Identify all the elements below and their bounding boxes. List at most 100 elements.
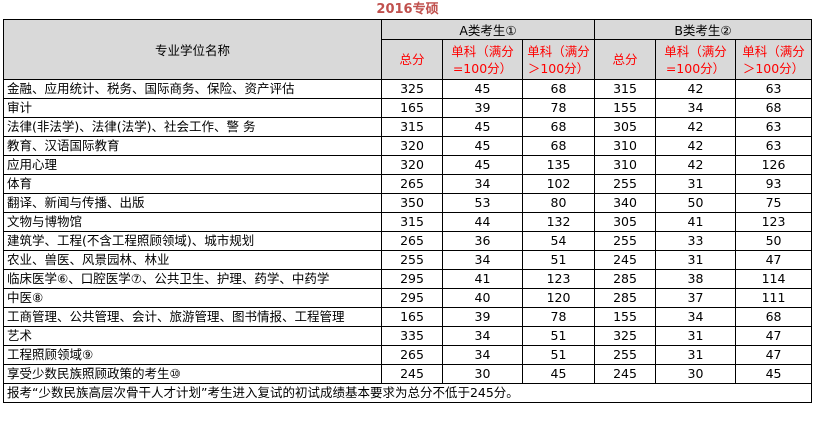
row-a-single-gt100-cell: 68 bbox=[522, 117, 595, 137]
col-header-b-total: 总分 bbox=[594, 39, 656, 80]
row-a-total-cell: 295 bbox=[381, 269, 443, 289]
row-a-single-gt100-cell: 78 bbox=[522, 307, 595, 327]
row-name-cell: 农业、兽医、风景园林、林业 bbox=[3, 250, 382, 270]
row-b-single-gt100-cell: 126 bbox=[734, 155, 813, 175]
row-b-single-gt100-cell: 114 bbox=[734, 269, 813, 289]
row-a-single-gt100-cell: 68 bbox=[522, 136, 595, 156]
row-b-single-gt100-cell: 47 bbox=[734, 250, 813, 270]
row-b-total-cell: 255 bbox=[594, 231, 656, 251]
row-b-single-gt100-cell: 68 bbox=[734, 307, 813, 327]
row-a-total-cell: 165 bbox=[381, 98, 443, 118]
score-table: 专业学位名称 A类考生① B类考生② 总分 单科（满分=100分） 单科（满分＞… bbox=[2, 19, 813, 403]
row-b-single-100-cell: 31 bbox=[655, 326, 736, 346]
table-row: 应用心理 320 45 135 310 42 126 bbox=[3, 155, 813, 175]
row-b-total-cell: 155 bbox=[594, 307, 656, 327]
row-a-single-gt100-cell: 123 bbox=[522, 269, 595, 289]
col-header-b-single-gt100: 单科（满分＞100分） bbox=[734, 39, 813, 80]
row-a-single-100-cell: 30 bbox=[442, 364, 523, 384]
row-name-cell: 中医⑧ bbox=[3, 288, 382, 308]
row-b-single-gt100-cell: 63 bbox=[734, 117, 813, 137]
row-a-single-100-cell: 39 bbox=[442, 98, 523, 118]
row-b-single-100-cell: 34 bbox=[655, 307, 736, 327]
row-b-total-cell: 285 bbox=[594, 269, 656, 289]
row-b-single-100-cell: 30 bbox=[655, 364, 736, 384]
col-header-a-single-100: 单科（满分=100分） bbox=[442, 39, 523, 80]
row-a-single-gt100-cell: 80 bbox=[522, 193, 595, 213]
row-name-cell: 建筑学、工程(不含工程照顾领域)、城市规划 bbox=[3, 231, 382, 251]
table-row: 法律(非法学)、法律(法学)、社会工作、警 务 315 45 68 305 42 63 bbox=[3, 117, 813, 137]
row-b-single-gt100-cell: 111 bbox=[734, 288, 813, 308]
row-b-single-gt100-cell: 123 bbox=[734, 212, 813, 232]
row-a-total-cell: 265 bbox=[381, 231, 443, 251]
row-name-cell: 教育、汉语国际教育 bbox=[3, 136, 382, 156]
row-a-total-cell: 315 bbox=[381, 117, 443, 137]
row-name-cell: 应用心理 bbox=[3, 155, 382, 175]
row-a-total-cell: 320 bbox=[381, 155, 443, 175]
row-a-total-cell: 315 bbox=[381, 212, 443, 232]
row-b-total-cell: 325 bbox=[594, 326, 656, 346]
row-a-total-cell: 335 bbox=[381, 326, 443, 346]
row-b-single-gt100-cell: 63 bbox=[734, 136, 813, 156]
row-b-total-cell: 305 bbox=[594, 117, 656, 137]
row-b-single-100-cell: 33 bbox=[655, 231, 736, 251]
table-row: 中医⑧ 295 40 120 285 37 111 bbox=[3, 288, 813, 308]
table-row: 农业、兽医、风景园林、林业 255 34 51 245 31 47 bbox=[3, 250, 813, 270]
row-a-single-gt100-cell: 51 bbox=[522, 250, 595, 270]
row-b-single-100-cell: 31 bbox=[655, 250, 736, 270]
table-row: 文物与博物馆 315 44 132 305 41 123 bbox=[3, 212, 813, 232]
row-a-single-100-cell: 45 bbox=[442, 117, 523, 137]
row-name-cell: 法律(非法学)、法律(法学)、社会工作、警 务 bbox=[3, 117, 382, 137]
row-a-single-100-cell: 34 bbox=[442, 345, 523, 365]
row-a-total-cell: 255 bbox=[381, 250, 443, 270]
row-name-cell: 体育 bbox=[3, 174, 382, 194]
row-a-total-cell: 350 bbox=[381, 193, 443, 213]
page-title: 2016专硕 bbox=[376, 2, 439, 17]
row-b-single-gt100-cell: 93 bbox=[734, 174, 813, 194]
row-a-single-100-cell: 39 bbox=[442, 307, 523, 327]
row-a-total-cell: 325 bbox=[381, 79, 443, 99]
row-a-single-gt100-cell: 51 bbox=[522, 326, 595, 346]
row-b-single-gt100-cell: 50 bbox=[734, 231, 813, 251]
row-a-single-gt100-cell: 102 bbox=[522, 174, 595, 194]
table-row: 体育 265 34 102 255 31 93 bbox=[3, 174, 813, 194]
row-b-single-gt100-cell: 47 bbox=[734, 345, 813, 365]
row-b-single-gt100-cell: 75 bbox=[734, 193, 813, 213]
row-a-single-100-cell: 41 bbox=[442, 269, 523, 289]
row-a-single-100-cell: 40 bbox=[442, 288, 523, 308]
table-row: 艺术 335 34 51 325 31 47 bbox=[3, 326, 813, 346]
row-b-total-cell: 285 bbox=[594, 288, 656, 308]
row-a-single-gt100-cell: 68 bbox=[522, 79, 595, 99]
row-a-total-cell: 295 bbox=[381, 288, 443, 308]
table-row: 建筑学、工程(不含工程照顾领域)、城市规划 265 36 54 255 33 50 bbox=[3, 231, 813, 251]
row-b-single-100-cell: 42 bbox=[655, 117, 736, 137]
row-name-cell: 审计 bbox=[3, 98, 382, 118]
row-a-total-cell: 265 bbox=[381, 345, 443, 365]
row-name-cell: 临床医学⑥、口腔医学⑦、公共卫生、护理、药学、中药学 bbox=[3, 269, 382, 289]
row-a-single-100-cell: 34 bbox=[442, 250, 523, 270]
row-b-total-cell: 245 bbox=[594, 364, 656, 384]
group-header-a: A类考生① bbox=[381, 19, 595, 40]
footnote: 报考“少数民族高层次骨干人才计划”考生进入复试的初试成绩基本要求为总分不低于24… bbox=[2, 383, 813, 403]
row-a-single-gt100-cell: 78 bbox=[522, 98, 595, 118]
row-name-cell: 工商管理、公共管理、会计、旅游管理、图书情报、工程管理 bbox=[3, 307, 382, 327]
row-b-single-100-cell: 31 bbox=[655, 345, 736, 365]
row-name-cell: 金融、应用统计、税务、国际商务、保险、资产评估 bbox=[3, 79, 382, 99]
row-a-single-gt100-cell: 51 bbox=[522, 345, 595, 365]
row-name-cell: 文物与博物馆 bbox=[3, 212, 382, 232]
row-a-single-100-cell: 34 bbox=[442, 326, 523, 346]
row-b-single-100-cell: 37 bbox=[655, 288, 736, 308]
row-b-single-100-cell: 41 bbox=[655, 212, 736, 232]
table-row: 金融、应用统计、税务、国际商务、保险、资产评估 325 45 68 315 42 63 bbox=[3, 79, 813, 99]
row-a-single-100-cell: 34 bbox=[442, 174, 523, 194]
row-b-total-cell: 305 bbox=[594, 212, 656, 232]
row-b-total-cell: 310 bbox=[594, 155, 656, 175]
row-a-single-100-cell: 36 bbox=[442, 231, 523, 251]
table-row: 教育、汉语国际教育 320 45 68 310 42 63 bbox=[3, 136, 813, 156]
row-a-total-cell: 165 bbox=[381, 307, 443, 327]
row-b-single-100-cell: 38 bbox=[655, 269, 736, 289]
row-a-total-cell: 245 bbox=[381, 364, 443, 384]
group-header-b: B类考生② bbox=[593, 19, 813, 40]
row-a-single-100-cell: 45 bbox=[442, 136, 523, 156]
row-a-single-gt100-cell: 54 bbox=[522, 231, 595, 251]
row-b-single-100-cell: 31 bbox=[655, 174, 736, 194]
